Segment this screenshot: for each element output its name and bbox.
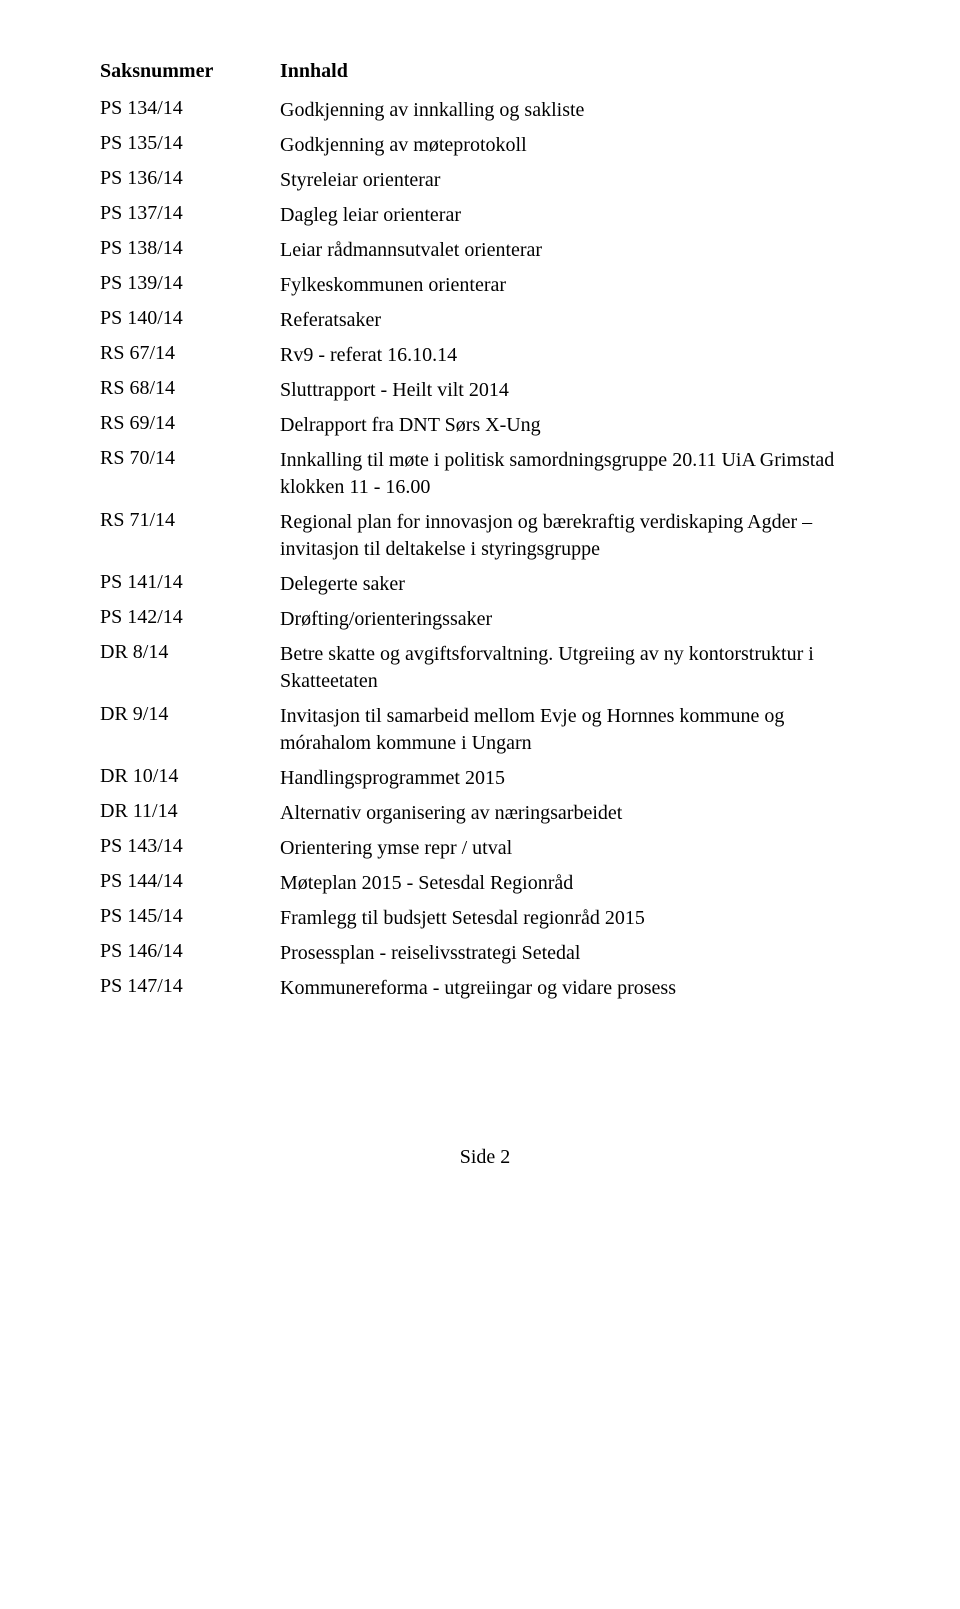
header-innhald: Innhald bbox=[280, 60, 870, 93]
table-row: PS 142/14Drøfting/orienteringssaker bbox=[100, 602, 870, 637]
agenda-table: Saksnummer Innhald PS 134/14Godkjenning … bbox=[100, 60, 870, 1006]
cell-innhald: Innkalling til møte i politisk samordnin… bbox=[280, 443, 870, 505]
cell-saksnummer: RS 70/14 bbox=[100, 443, 280, 505]
cell-innhald: Leiar rådmannsutvalet orienterar bbox=[280, 233, 870, 268]
table-row: PS 147/14Kommunereforma - utgreiingar og… bbox=[100, 971, 870, 1006]
cell-innhald: Dagleg leiar orienterar bbox=[280, 198, 870, 233]
cell-innhald: Styreleiar orienterar bbox=[280, 163, 870, 198]
table-row: DR 9/14Invitasjon til samarbeid mellom E… bbox=[100, 699, 870, 761]
table-row: PS 134/14Godkjenning av innkalling og sa… bbox=[100, 93, 870, 128]
cell-saksnummer: PS 144/14 bbox=[100, 866, 280, 901]
cell-innhald: Rv9 - referat 16.10.14 bbox=[280, 338, 870, 373]
cell-saksnummer: DR 10/14 bbox=[100, 761, 280, 796]
cell-saksnummer: RS 67/14 bbox=[100, 338, 280, 373]
cell-saksnummer: DR 11/14 bbox=[100, 796, 280, 831]
cell-innhald: Fylkeskommunen orienterar bbox=[280, 268, 870, 303]
cell-innhald: Godkjenning av møteprotokoll bbox=[280, 128, 870, 163]
cell-saksnummer: PS 138/14 bbox=[100, 233, 280, 268]
cell-saksnummer: PS 145/14 bbox=[100, 901, 280, 936]
table-row: PS 145/14Framlegg til budsjett Setesdal … bbox=[100, 901, 870, 936]
cell-saksnummer: PS 139/14 bbox=[100, 268, 280, 303]
table-row: PS 138/14Leiar rådmannsutvalet orientera… bbox=[100, 233, 870, 268]
table-row: PS 141/14Delegerte saker bbox=[100, 567, 870, 602]
cell-innhald: Prosessplan - reiselivsstrategi Setedal bbox=[280, 936, 870, 971]
cell-innhald: Betre skatte og avgiftsforvaltning. Utgr… bbox=[280, 637, 870, 699]
cell-innhald: Regional plan for innovasjon og bærekraf… bbox=[280, 505, 870, 567]
table-row: RS 70/14Innkalling til møte i politisk s… bbox=[100, 443, 870, 505]
table-row: PS 140/14Referatsaker bbox=[100, 303, 870, 338]
cell-innhald: Referatsaker bbox=[280, 303, 870, 338]
table-row: PS 139/14Fylkeskommunen orienterar bbox=[100, 268, 870, 303]
table-row: RS 68/14Sluttrapport - Heilt vilt 2014 bbox=[100, 373, 870, 408]
header-saksnummer: Saksnummer bbox=[100, 60, 280, 93]
cell-innhald: Delegerte saker bbox=[280, 567, 870, 602]
cell-innhald: Kommunereforma - utgreiingar og vidare p… bbox=[280, 971, 870, 1006]
cell-saksnummer: PS 134/14 bbox=[100, 93, 280, 128]
cell-innhald: Sluttrapport - Heilt vilt 2014 bbox=[280, 373, 870, 408]
cell-saksnummer: RS 69/14 bbox=[100, 408, 280, 443]
cell-saksnummer: PS 141/14 bbox=[100, 567, 280, 602]
table-row: RS 71/14Regional plan for innovasjon og … bbox=[100, 505, 870, 567]
cell-saksnummer: PS 143/14 bbox=[100, 831, 280, 866]
cell-saksnummer: PS 142/14 bbox=[100, 602, 280, 637]
table-row: RS 69/14Delrapport fra DNT Sørs X-Ung bbox=[100, 408, 870, 443]
cell-saksnummer: RS 68/14 bbox=[100, 373, 280, 408]
cell-innhald: Alternativ organisering av næringsarbeid… bbox=[280, 796, 870, 831]
table-row: PS 143/14Orientering ymse repr / utval bbox=[100, 831, 870, 866]
table-row: PS 144/14Møteplan 2015 - Setesdal Region… bbox=[100, 866, 870, 901]
cell-saksnummer: RS 71/14 bbox=[100, 505, 280, 567]
table-row: DR 11/14Alternativ organisering av nærin… bbox=[100, 796, 870, 831]
cell-innhald: Godkjenning av innkalling og sakliste bbox=[280, 93, 870, 128]
cell-saksnummer: PS 140/14 bbox=[100, 303, 280, 338]
cell-innhald: Handlingsprogrammet 2015 bbox=[280, 761, 870, 796]
table-row: PS 136/14Styreleiar orienterar bbox=[100, 163, 870, 198]
cell-saksnummer: DR 9/14 bbox=[100, 699, 280, 761]
table-row: PS 135/14Godkjenning av møteprotokoll bbox=[100, 128, 870, 163]
table-row: DR 10/14Handlingsprogrammet 2015 bbox=[100, 761, 870, 796]
table-row: PS 137/14Dagleg leiar orienterar bbox=[100, 198, 870, 233]
table-row: PS 146/14Prosessplan - reiselivsstrategi… bbox=[100, 936, 870, 971]
cell-saksnummer: DR 8/14 bbox=[100, 637, 280, 699]
cell-innhald: Invitasjon til samarbeid mellom Evje og … bbox=[280, 699, 870, 761]
table-row: DR 8/14Betre skatte og avgiftsforvaltnin… bbox=[100, 637, 870, 699]
cell-innhald: Møteplan 2015 - Setesdal Regionråd bbox=[280, 866, 870, 901]
cell-saksnummer: PS 147/14 bbox=[100, 971, 280, 1006]
page-footer: Side 2 bbox=[100, 1146, 870, 1169]
cell-saksnummer: PS 135/14 bbox=[100, 128, 280, 163]
cell-saksnummer: PS 136/14 bbox=[100, 163, 280, 198]
cell-saksnummer: PS 137/14 bbox=[100, 198, 280, 233]
table-row: RS 67/14Rv9 - referat 16.10.14 bbox=[100, 338, 870, 373]
cell-innhald: Drøfting/orienteringssaker bbox=[280, 602, 870, 637]
cell-innhald: Framlegg til budsjett Setesdal regionråd… bbox=[280, 901, 870, 936]
cell-innhald: Orientering ymse repr / utval bbox=[280, 831, 870, 866]
cell-saksnummer: PS 146/14 bbox=[100, 936, 280, 971]
cell-innhald: Delrapport fra DNT Sørs X-Ung bbox=[280, 408, 870, 443]
table-header-row: Saksnummer Innhald bbox=[100, 60, 870, 93]
